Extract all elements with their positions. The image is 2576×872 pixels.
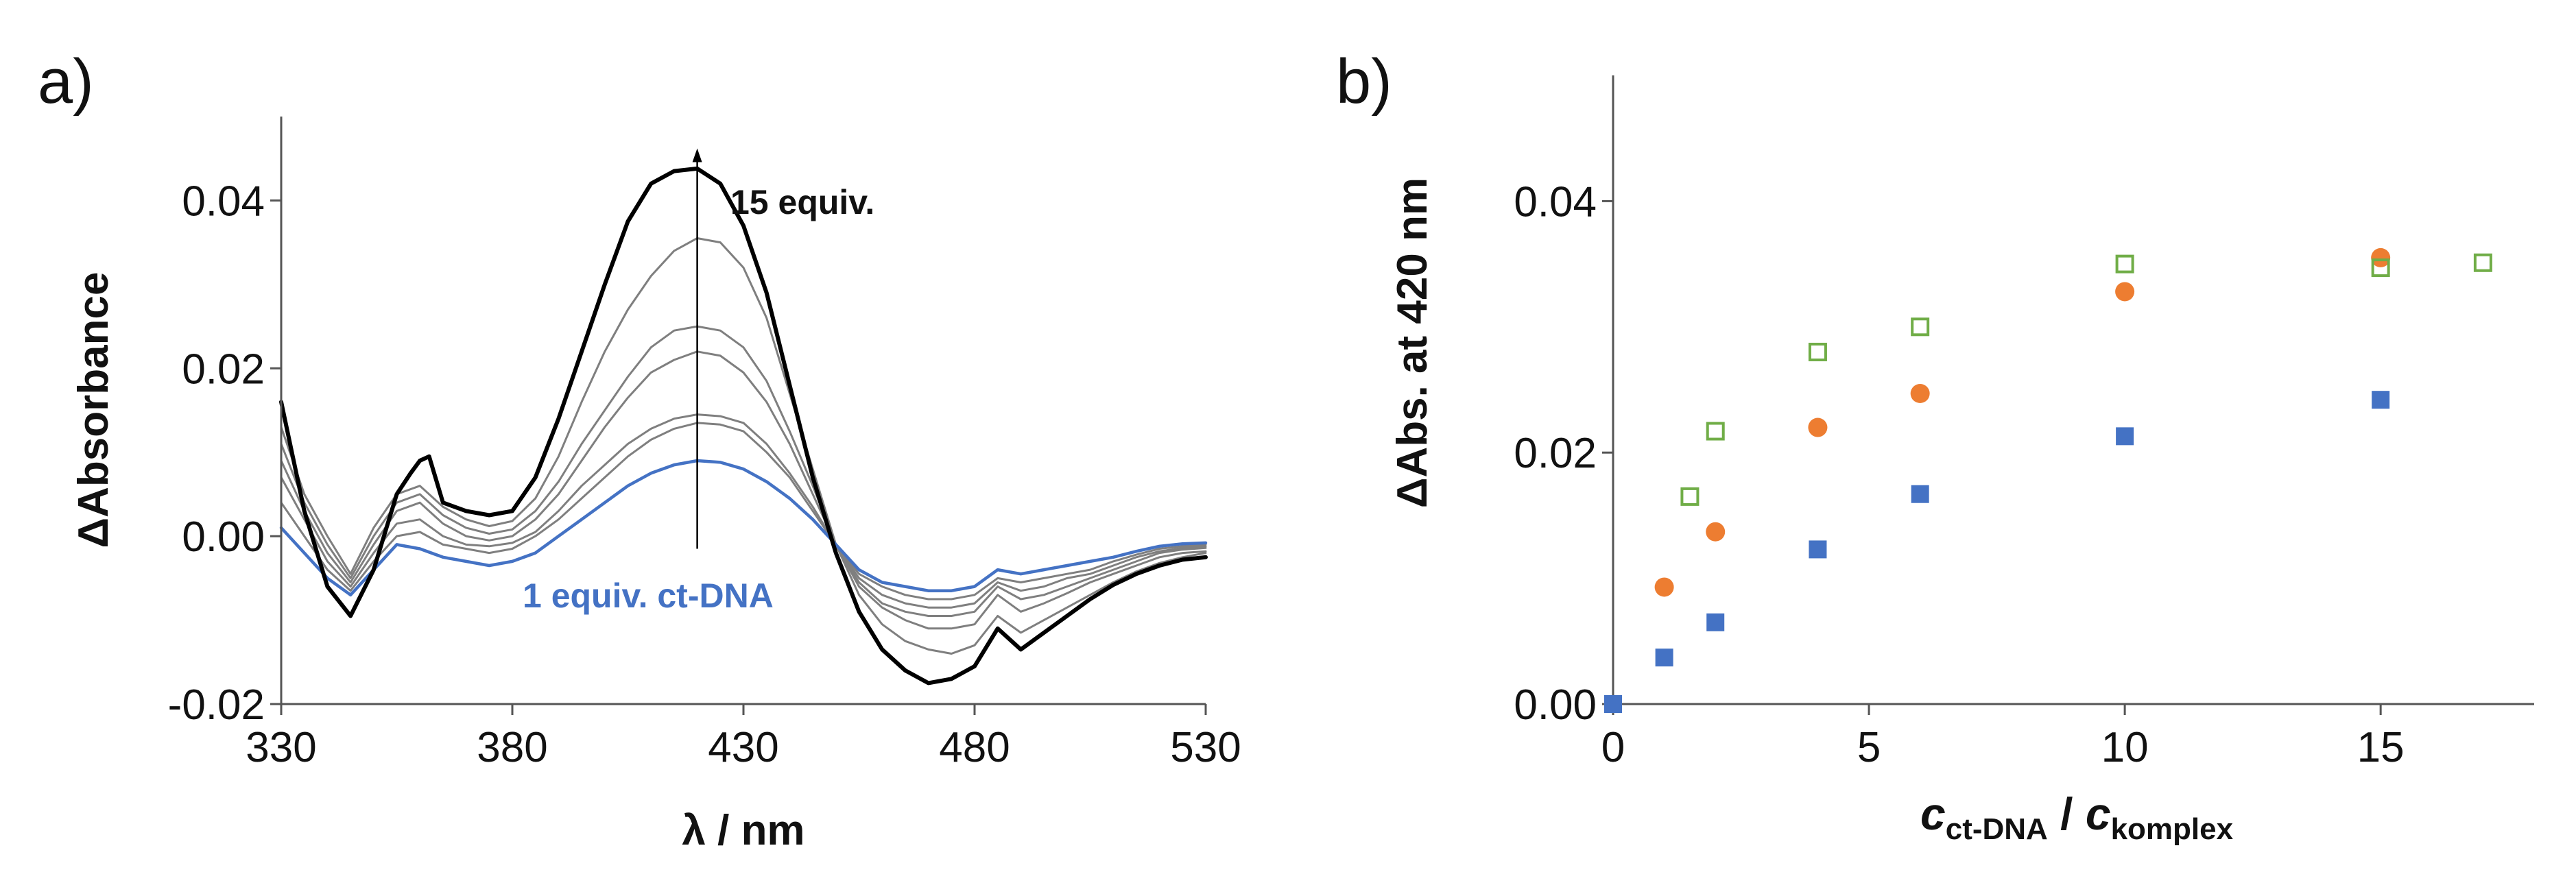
spectrum-line-3	[280, 350, 1207, 617]
chart-b-point-square-open	[2473, 253, 2492, 272]
chart-b-x-tick-label: 10	[2101, 724, 2149, 771]
chart-b-y-ticks: 0.00 0.02 0.04	[1514, 178, 1613, 729]
chart-b-x-tick-label: 15	[2357, 724, 2405, 771]
chart-b-point-circle-filled	[1910, 384, 1930, 404]
chart-b-point-square-open	[1680, 487, 1700, 506]
chart-b-point-square-filled	[1911, 485, 1929, 503]
chart-a-series-group	[279, 166, 1208, 686]
spectrum-line-2	[280, 413, 1207, 609]
chart-a-x-tick-label: 480	[939, 724, 1010, 771]
chart-b-point-circle-filled	[2371, 247, 2391, 267]
chart-a-y-tick-label: 0.04	[182, 178, 265, 225]
spectrum-line-1	[280, 422, 1207, 601]
chart-b-y-axis-label: ΔAbs. at 420 nm	[1389, 178, 1436, 508]
chart-b: b) 0.00 0.02 0.04 0 5 10 15 cct-DNA / ckomple…	[1336, 47, 2534, 846]
chart-a-x-ticks: 330 380 430 480 530	[246, 704, 1241, 771]
annotation-15-equiv: 15 equiv.	[730, 183, 874, 221]
chart-a-y-ticks: -0.02 0.00 0.02 0.04	[168, 178, 281, 729]
spectrum-line-4	[280, 325, 1207, 630]
chart-b-point-square-open	[2371, 258, 2390, 278]
chart-a: a) -0.02 0.00 0.02 0.04 330 380 430 480 530 15 …	[38, 47, 1241, 854]
chart-b-point-square-filled	[1655, 649, 1673, 667]
spectrum-line-5	[280, 237, 1207, 655]
chart-b-y-tick-label: 0.04	[1514, 178, 1597, 226]
chart-b-point-square-filled	[2116, 427, 2134, 446]
chart-a-y-tick-label: 0.02	[182, 346, 265, 393]
spectrum-line-0	[279, 459, 1208, 597]
chart-b-x-axis-label: cct-DNA / ckomplex	[1920, 788, 2234, 846]
chart-a-x-tick-label: 530	[1170, 724, 1241, 771]
chart-b-x-tick-label: 5	[1857, 724, 1881, 771]
chart-b-point-square-filled	[1604, 695, 1622, 713]
chart-b-point-square-filled	[1706, 613, 1725, 631]
chart-b-point-circle-filled	[1706, 522, 1726, 542]
chart-b-point-square-open	[1706, 422, 1725, 441]
chart-b-point-square-open	[1911, 317, 1930, 337]
chart-a-arrow-head	[692, 148, 702, 162]
chart-a-y-tick-label: 0.00	[182, 513, 265, 561]
panel-label-b: b)	[1336, 47, 1392, 117]
chart-b-x-tick-label: 0	[1601, 724, 1625, 771]
chart-a-x-tick-label: 380	[477, 724, 547, 771]
chart-a-y-axis-label: ΔAbsorbance	[70, 272, 117, 548]
chart-b-point-circle-filled	[1808, 417, 1828, 437]
chart-b-point-square-filled	[2372, 391, 2390, 409]
chart-a-x-axis-label: λ / nm	[682, 807, 804, 854]
panel-label-a: a)	[38, 47, 94, 117]
spectrum-line-6	[279, 166, 1208, 686]
chart-b-point-square-filled	[1809, 540, 1827, 559]
chart-b-y-tick-label: 0.02	[1514, 430, 1597, 477]
chart-b-y-tick-label: 0.00	[1514, 681, 1597, 729]
chart-b-point-circle-filled	[2115, 282, 2135, 302]
chart-a-x-tick-label: 430	[708, 724, 778, 771]
chart-b-points-group	[1604, 247, 2492, 713]
chart-b-x-ticks: 0 5 10 15	[1601, 704, 2405, 771]
chart-b-point-circle-filled	[1654, 577, 1674, 597]
chart-a-y-tick-label: -0.02	[168, 681, 265, 729]
chart-b-point-square-open	[2115, 254, 2134, 274]
annotation-1-equiv: 1 equiv. ct-DNA	[523, 577, 774, 615]
chart-a-x-tick-label: 330	[246, 724, 316, 771]
chart-b-point-square-open	[1808, 342, 1827, 361]
